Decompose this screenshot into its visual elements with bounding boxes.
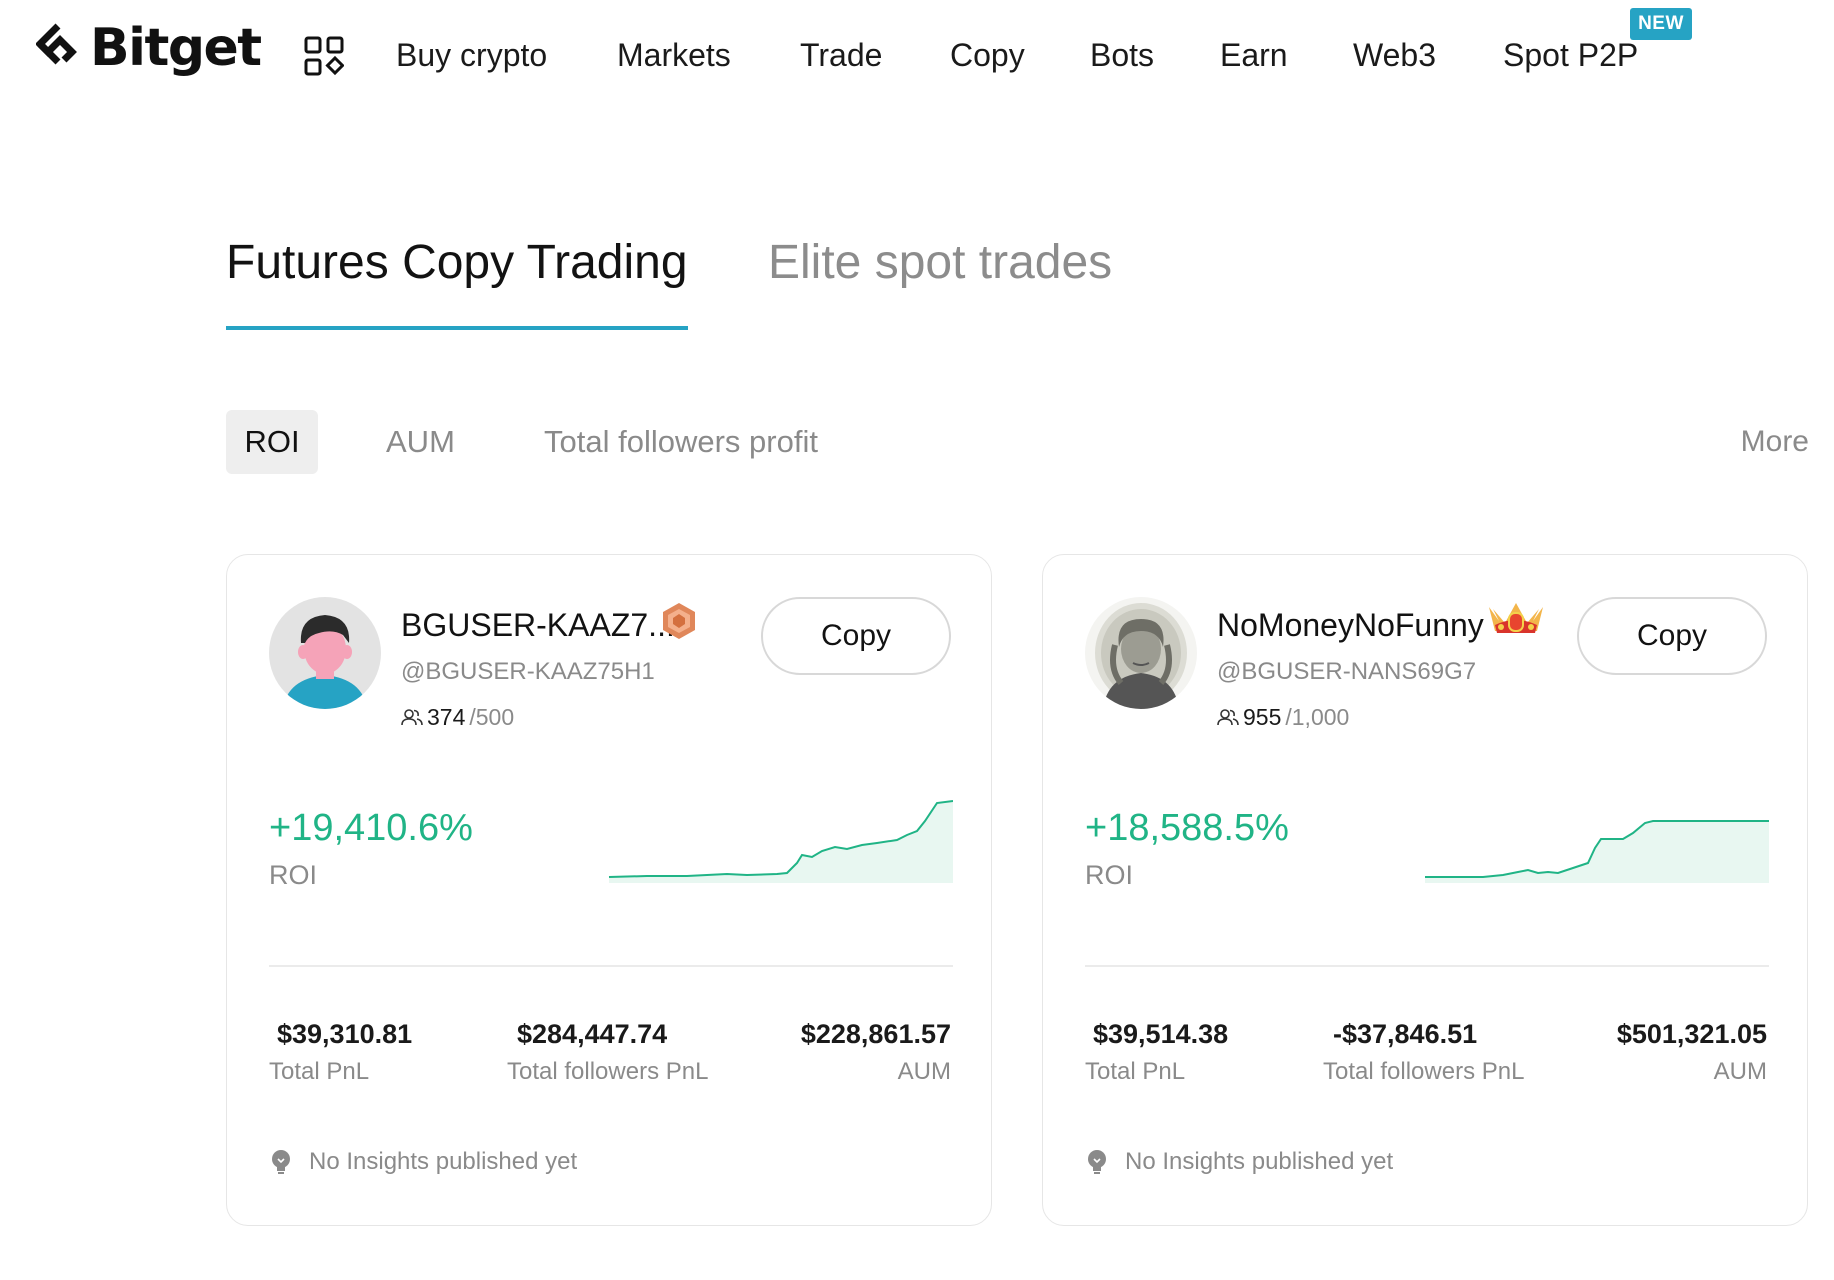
card-divider [269,965,953,967]
insights-status: No Insights published yet [1085,1145,1393,1179]
nav-web3[interactable]: Web3 [1353,37,1437,73]
bitget-logo[interactable]: Bitget [36,18,262,78]
nav-earn[interactable]: Earn [1220,37,1288,73]
followers-count: 955 /1,000 [1217,701,1349,733]
apps-grid-icon[interactable] [304,36,344,76]
trader-name[interactable]: NoMoneyNoFunny [1217,607,1484,643]
crown-icon [1489,603,1543,633]
followers-icon [1217,709,1239,726]
bronze-hexagon-badge-icon [663,603,695,639]
more-link[interactable]: More [1740,425,1809,458]
roi-sparkline [1425,820,1769,883]
aum-label: AUM [897,1058,951,1085]
filter-aum[interactable]: AUM [386,424,455,459]
active-tab-indicator [226,326,688,330]
nav-buy-crypto[interactable]: Buy crypto [396,37,548,73]
followers-max: /500 [469,704,515,730]
user-avatar-icon [269,597,381,709]
nav-trade[interactable]: Trade [800,37,883,73]
roi-value: +18,588.5% [1085,807,1289,849]
followers-max: /1,000 [1285,704,1350,730]
nav-bots[interactable]: Bots [1090,37,1155,73]
trader-handle: @BGUSER-NANS69G7 [1217,658,1477,685]
insights-text: No Insights published yet [309,1148,578,1175]
roi-label: ROI [1085,860,1134,890]
lightbulb-icon [1088,1150,1106,1174]
trader-card[interactable]: NoMoneyNoFunny @BGUSER-NANS69G7 955 /1,0… [1042,554,1808,1226]
followers-pnl-label: Total followers PnL [507,1058,709,1085]
brand-name: Bitget [90,18,262,78]
followers-current: 955 [1243,704,1282,730]
roi-value: +19,410.6% [269,807,473,849]
total-pnl-value: $39,514.38 [1093,1019,1229,1049]
insights-status: No Insights published yet [269,1145,577,1179]
filter-roi[interactable]: ROI [226,410,318,474]
followers-pnl-label: Total followers PnL [1323,1058,1525,1085]
tab-elite-spot-trades[interactable]: Elite spot trades [768,236,1113,289]
trader-handle: @BGUSER-KAAZ75H1 [401,658,655,685]
nav-copy[interactable]: Copy [950,37,1025,73]
bitget-logo-icon [36,23,77,65]
aum-value: $228,861.57 [800,1019,951,1049]
followers-pnl-value: $284,447.74 [517,1019,668,1049]
insights-text: No Insights published yet [1125,1148,1394,1175]
trader-avatar [269,597,381,709]
copy-button[interactable]: Copy [761,597,951,675]
nav-markets[interactable]: Markets [617,37,731,73]
copy-button[interactable]: Copy [1577,597,1767,675]
roi-label: ROI [269,860,318,890]
trader-avatar [1085,597,1197,709]
trader-name[interactable]: BGUSER-KAAZ7... [401,607,675,643]
total-pnl-label: Total PnL [1085,1058,1186,1085]
followers-pnl-value: -$37,846.51 [1333,1019,1478,1049]
filter-total-followers-profit[interactable]: Total followers profit [544,424,818,459]
total-pnl-value: $39,310.81 [277,1019,413,1049]
roi-sparkline [608,800,953,883]
card-divider [1085,965,1769,967]
aum-value: $501,321.05 [1616,1019,1767,1049]
tab-futures-copy-trading[interactable]: Futures Copy Trading [226,236,688,289]
new-badge: NEW [1630,8,1692,40]
top-navigation: Bitget Buy crypto Markets Trade Copy Bot… [0,0,1834,110]
followers-current: 374 [427,704,466,730]
nav-spot-p2p[interactable]: Spot P2P [1503,37,1639,73]
aum-label: AUM [1713,1058,1767,1085]
total-pnl-label: Total PnL [269,1058,370,1085]
banknote-portrait-avatar-icon [1085,597,1197,709]
trader-card[interactable]: BGUSER-KAAZ7... @BGUSER-KAAZ75H1 374 /50… [226,554,992,1226]
lightbulb-icon [272,1150,290,1174]
followers-icon [401,709,423,726]
followers-count: 374 /500 [401,701,514,733]
